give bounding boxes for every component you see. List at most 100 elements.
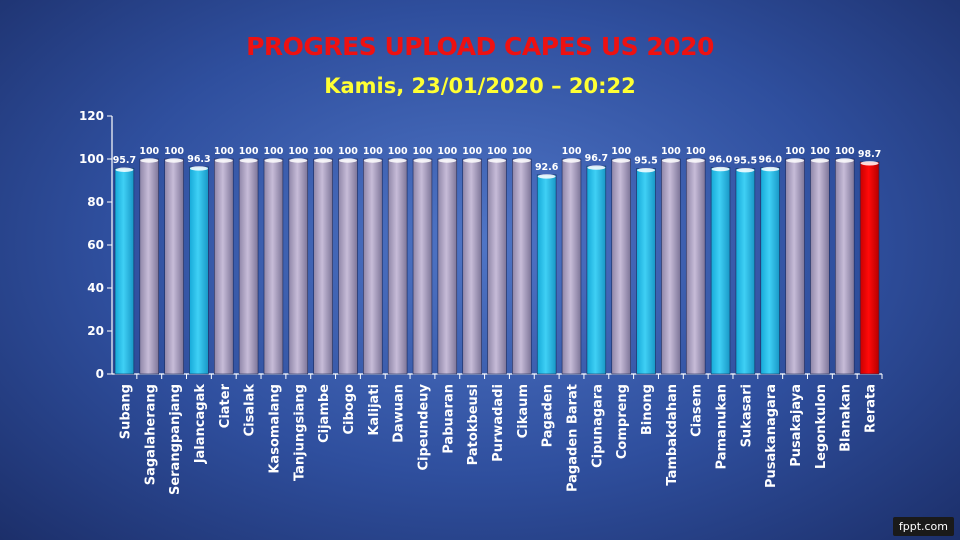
category-label: Cipunagara	[590, 384, 605, 468]
bar-top-highlight	[413, 158, 432, 163]
data-label: 100	[363, 146, 383, 157]
category-label: Patokbeusi	[466, 384, 481, 465]
chart-subtitle: Kamis, 23/01/2020 – 20:22	[324, 74, 636, 98]
bar-top-highlight	[363, 158, 382, 163]
data-label: 100	[810, 146, 830, 157]
bar	[735, 168, 756, 375]
bar-top-highlight	[761, 166, 780, 172]
category-label: Cibogo	[342, 384, 357, 435]
category-label: Tanjungsiang	[292, 384, 307, 481]
bar-top-highlight	[189, 166, 208, 171]
category-label: Cikaum	[516, 384, 531, 438]
category-label: Serangpanjang	[168, 384, 183, 495]
data-label: 100	[785, 146, 805, 157]
data-label: 100	[338, 146, 358, 157]
y-tick-label: 20	[87, 324, 104, 338]
category-label: Kasomalang	[267, 384, 282, 474]
category-label: Legonkulon	[814, 384, 829, 469]
bar	[139, 158, 159, 375]
bar	[263, 158, 284, 375]
category-label: Sukasari	[739, 384, 754, 447]
data-label: 100	[139, 146, 159, 157]
bar-top-highlight	[388, 158, 407, 163]
watermark: fppt.com	[892, 517, 954, 536]
bar	[462, 158, 482, 375]
bar-top-highlight	[686, 158, 705, 163]
bar-top-highlight	[711, 166, 730, 172]
category-label: Cipeundeuy	[416, 383, 431, 470]
category-label: Pamanukan	[715, 384, 730, 469]
bar	[114, 167, 135, 375]
bar	[338, 158, 358, 375]
category-label: Binong	[640, 384, 655, 435]
bar-top-highlight	[786, 158, 805, 163]
category-label: Sagalaherang	[143, 384, 158, 485]
data-label: 100	[214, 146, 234, 157]
y-tick-label: 80	[87, 195, 104, 209]
category-label: Pusakajaya	[789, 384, 804, 467]
bar	[586, 165, 607, 375]
bar	[238, 158, 259, 375]
bar-top-highlight	[810, 158, 829, 163]
data-label: 100	[313, 146, 333, 157]
data-label: 100	[835, 146, 855, 157]
data-label: 95.7	[113, 155, 136, 166]
data-label: 100	[437, 146, 457, 157]
bar-top-highlight	[835, 158, 854, 163]
bar	[810, 158, 830, 375]
category-label: Ciasem	[690, 384, 705, 437]
bar-top-highlight	[165, 158, 184, 163]
bar-top-highlight	[587, 165, 606, 170]
y-tick-label: 60	[87, 238, 104, 252]
bar	[363, 158, 383, 375]
y-tick-label: 40	[87, 281, 104, 295]
y-tick-label: 120	[79, 109, 104, 123]
data-label: 96.0	[758, 155, 782, 166]
data-label: 100	[487, 146, 507, 157]
bar	[313, 158, 333, 375]
data-label: 96.7	[585, 153, 608, 164]
category-label: Tambakdahan	[665, 384, 680, 486]
bar	[835, 158, 855, 375]
category-label: Subang	[118, 384, 133, 439]
bar-top-highlight	[115, 167, 134, 172]
data-label: 100	[288, 146, 308, 157]
category-label: Kalijati	[367, 384, 382, 436]
data-label: 96.3	[187, 154, 210, 165]
bar-top-highlight	[463, 158, 482, 163]
bar-top-highlight	[637, 167, 655, 173]
data-label: 98.7	[858, 149, 881, 160]
category-label: Compreng	[615, 384, 630, 459]
bar-top-highlight	[438, 158, 457, 163]
data-label: 100	[686, 146, 706, 157]
data-label: 95.5	[734, 156, 757, 167]
bar	[214, 158, 234, 375]
bar	[685, 158, 706, 375]
data-label: 96.0	[709, 155, 733, 166]
category-label: Rerata	[864, 384, 879, 433]
data-label: 100	[388, 146, 408, 157]
bar-top-highlight	[612, 158, 631, 163]
bar-top-highlight	[289, 158, 308, 163]
category-label: Blanakan	[839, 384, 854, 452]
data-label: 95.5	[634, 156, 657, 167]
bar-top-highlight	[860, 161, 879, 166]
bar	[760, 167, 780, 375]
category-label: Pusakanagara	[764, 384, 779, 488]
y-tick-label: 0	[96, 367, 104, 381]
bar-top-highlight	[488, 158, 506, 163]
data-label: 100	[264, 146, 284, 157]
bar	[387, 158, 408, 375]
data-label: 100	[413, 146, 433, 157]
category-label: Pagaden	[541, 384, 556, 447]
chart-title: PROGRES UPLOAD CAPES US 2020	[246, 32, 714, 61]
category-label: Jalancagak	[193, 384, 208, 465]
bar-top-highlight	[264, 158, 283, 163]
bar	[437, 158, 458, 375]
bar-top-highlight	[239, 158, 258, 163]
category-label: Cijambe	[317, 384, 332, 443]
bar	[661, 158, 681, 375]
bar	[512, 158, 532, 375]
